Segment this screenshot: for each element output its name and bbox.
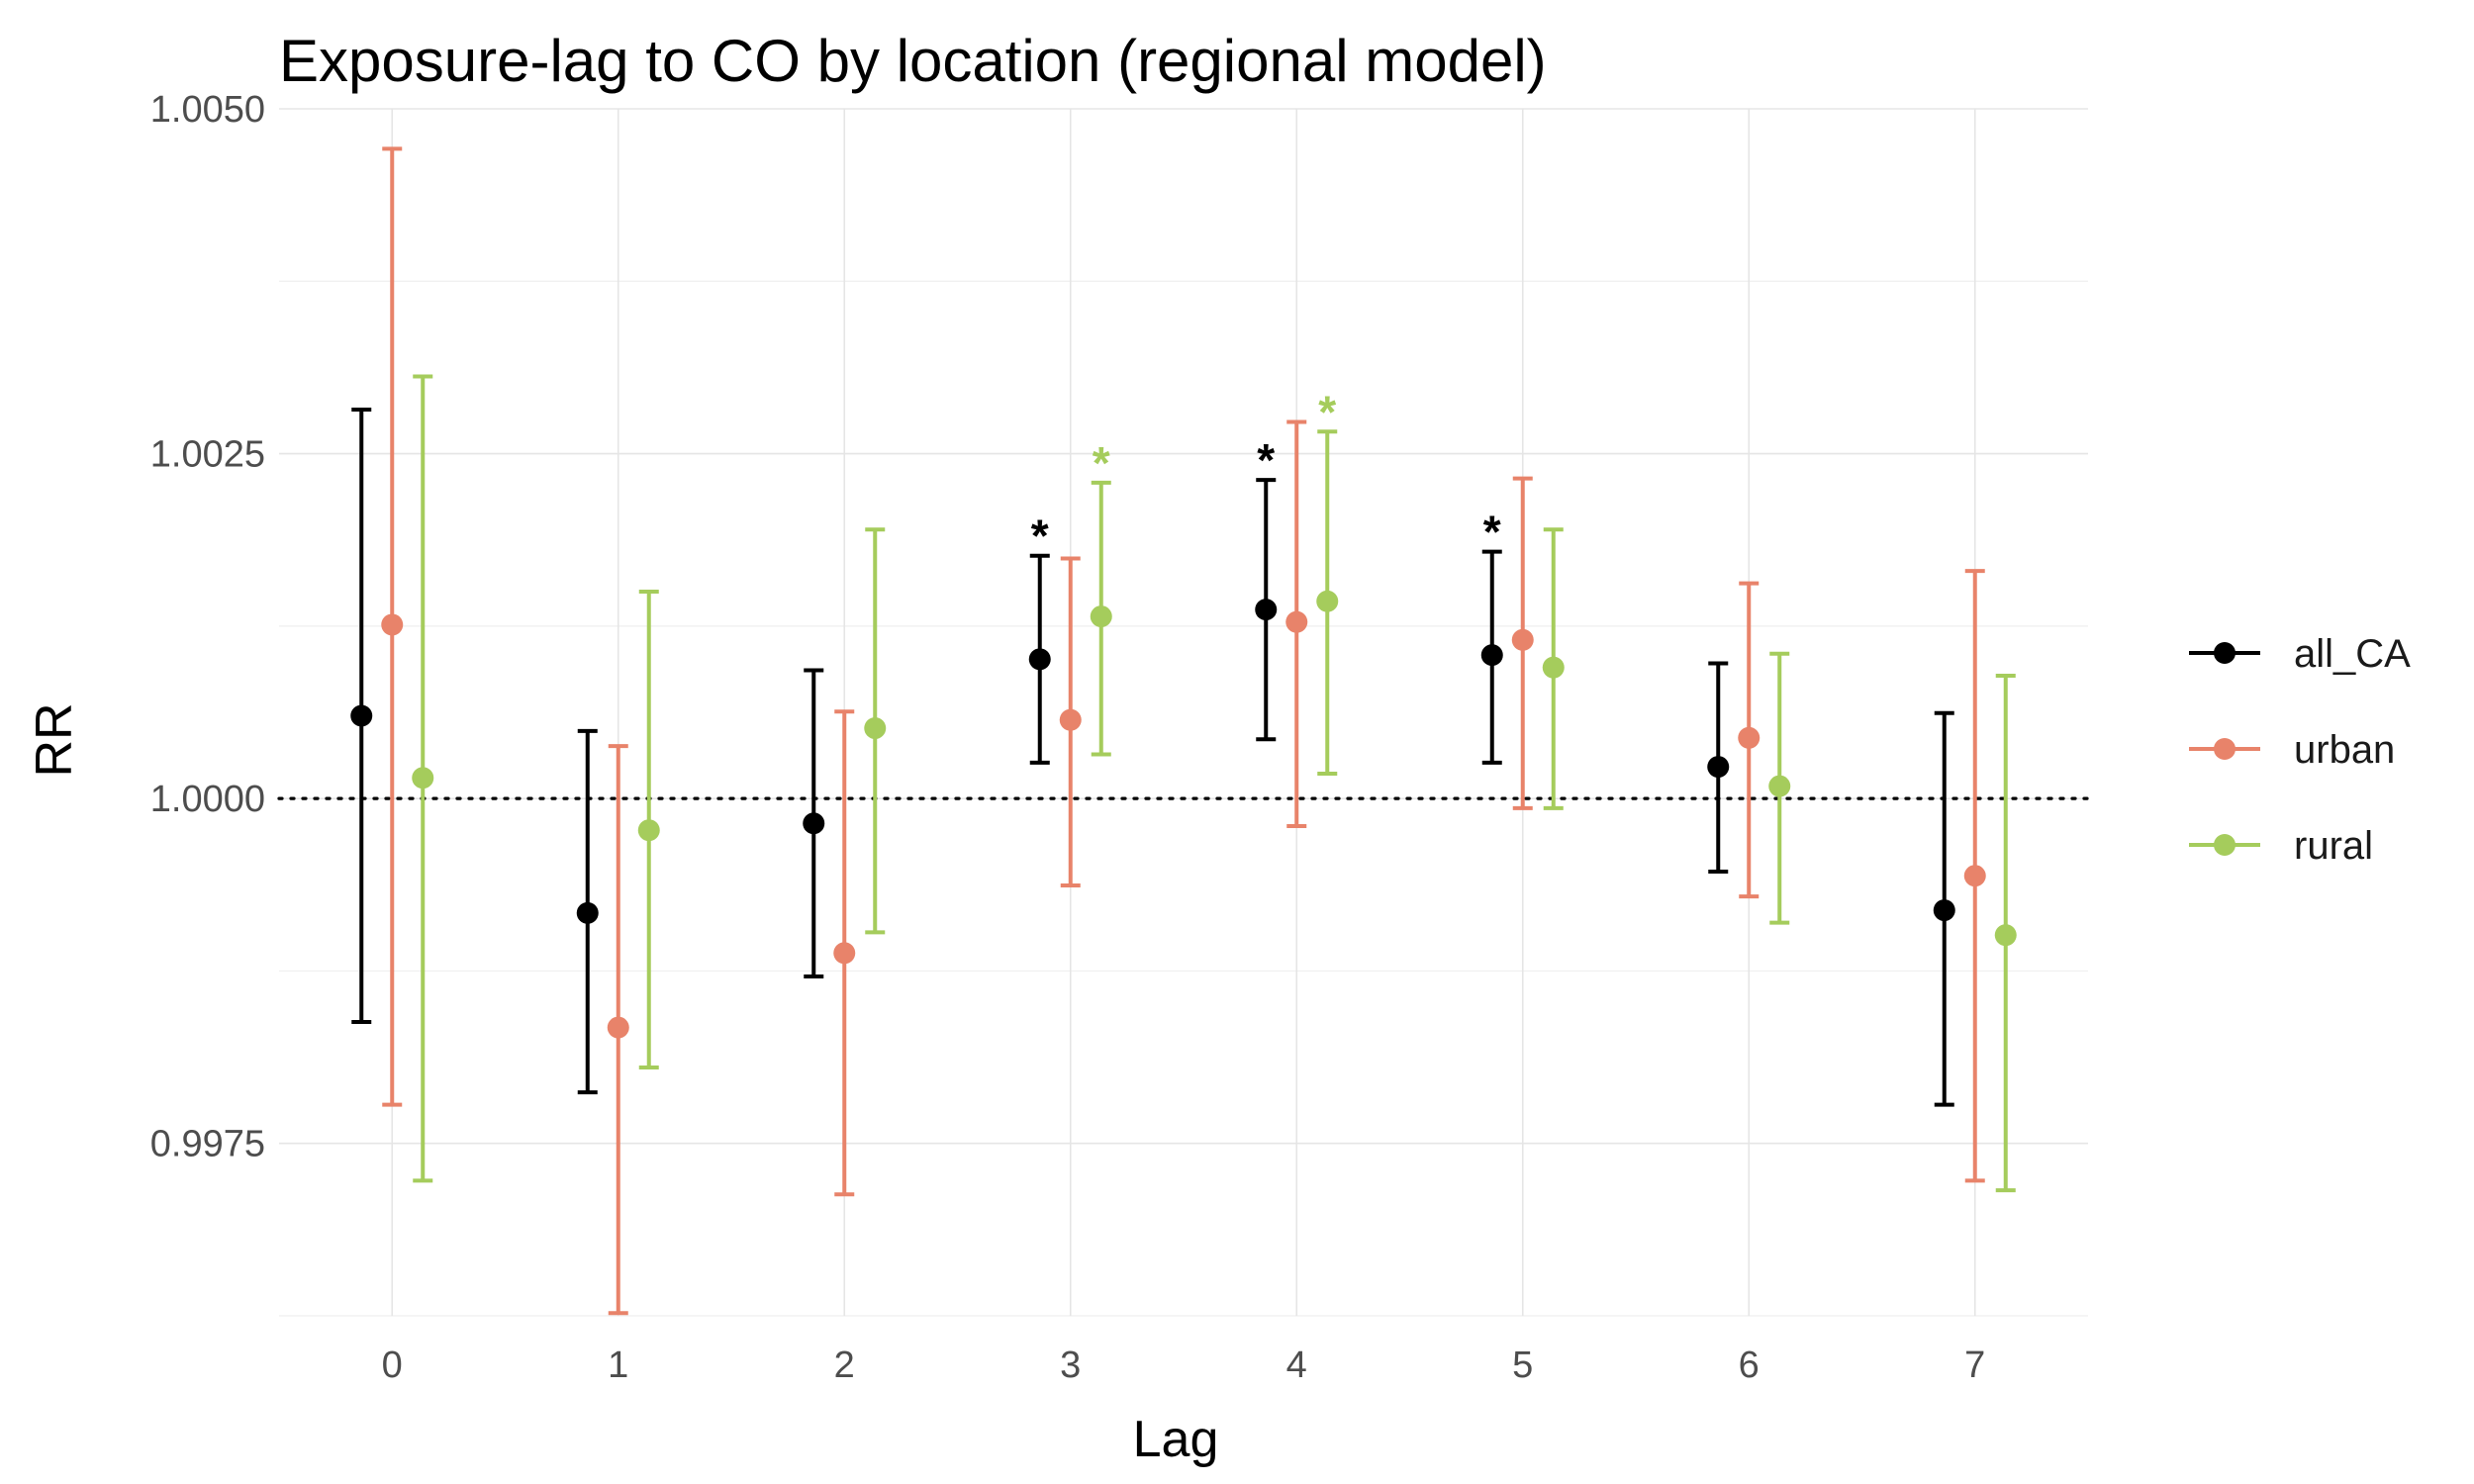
- series-rural: **: [412, 374, 2017, 1193]
- x-tick-label: 7: [1964, 1345, 1985, 1386]
- data-point: [1028, 648, 1051, 671]
- y-tick-label: 1.0050: [150, 89, 265, 131]
- data-point: [576, 901, 599, 924]
- legend-key-point: [2214, 738, 2236, 760]
- data-point: [1963, 865, 1986, 887]
- data-point: [381, 613, 404, 636]
- data-point: [607, 1016, 629, 1039]
- x-tick-label: 3: [1060, 1345, 1081, 1386]
- data-point: [1059, 708, 1082, 731]
- chart-title: Exposure-lag to CO by location (regional…: [279, 28, 1547, 94]
- y-tick-label: 1.0025: [150, 434, 265, 476]
- x-axis-title: Lag: [1133, 1411, 1219, 1468]
- data-point: [412, 767, 434, 789]
- x-tick-label: 4: [1286, 1345, 1307, 1386]
- data-point: [1707, 756, 1730, 779]
- data-point: [833, 942, 856, 965]
- legend-label: rural: [2294, 824, 2373, 868]
- data-point: [1090, 605, 1112, 628]
- legend-key-point: [2214, 642, 2236, 664]
- legend-key-point: [2214, 834, 2236, 856]
- data-point: [350, 704, 373, 727]
- data-point: [1511, 628, 1534, 651]
- x-tick-label: 1: [608, 1345, 628, 1386]
- data-point: [1316, 590, 1339, 612]
- legend-item-urban: urban: [2189, 728, 2395, 772]
- significance-marker: *: [1483, 507, 1501, 558]
- significance-marker: *: [1257, 434, 1275, 486]
- x-tick-label: 6: [1739, 1345, 1760, 1386]
- y-axis: 0.9975 1.0000 1.0025 1.0050: [150, 89, 265, 1165]
- data-point: [1480, 644, 1503, 667]
- data-point: [864, 717, 887, 740]
- series-urban: [381, 146, 1986, 1316]
- data-marks: *****: [350, 146, 2017, 1316]
- y-tick-label: 0.9975: [150, 1124, 265, 1165]
- significance-marker: *: [1031, 510, 1049, 562]
- y-axis-title: RR: [26, 702, 83, 777]
- significance-marker: *: [1093, 437, 1110, 489]
- data-point: [1255, 599, 1278, 621]
- legend-label: all_CA: [2294, 632, 2411, 676]
- x-axis: 0 1 2 3 4 5 6 7: [382, 1345, 1986, 1386]
- legend-item-all_CA: all_CA: [2189, 632, 2411, 676]
- significance-marker: *: [1318, 386, 1336, 437]
- data-point: [1994, 924, 2017, 947]
- x-tick-label: 0: [382, 1345, 403, 1386]
- y-tick-label: 1.0000: [150, 779, 265, 820]
- data-point: [1542, 656, 1565, 679]
- x-tick-label: 5: [1512, 1345, 1533, 1386]
- data-point: [1768, 775, 1791, 797]
- data-point: [1933, 899, 1955, 922]
- legend-label: urban: [2294, 728, 2395, 772]
- data-point: [1285, 610, 1308, 633]
- data-point: [803, 812, 825, 835]
- series-all_CA: * * *: [350, 407, 1955, 1107]
- data-point: [637, 819, 660, 842]
- legend-item-rural: rural: [2189, 824, 2373, 868]
- x-tick-label: 2: [834, 1345, 855, 1386]
- grid: [279, 108, 2088, 1317]
- data-point: [1738, 726, 1760, 749]
